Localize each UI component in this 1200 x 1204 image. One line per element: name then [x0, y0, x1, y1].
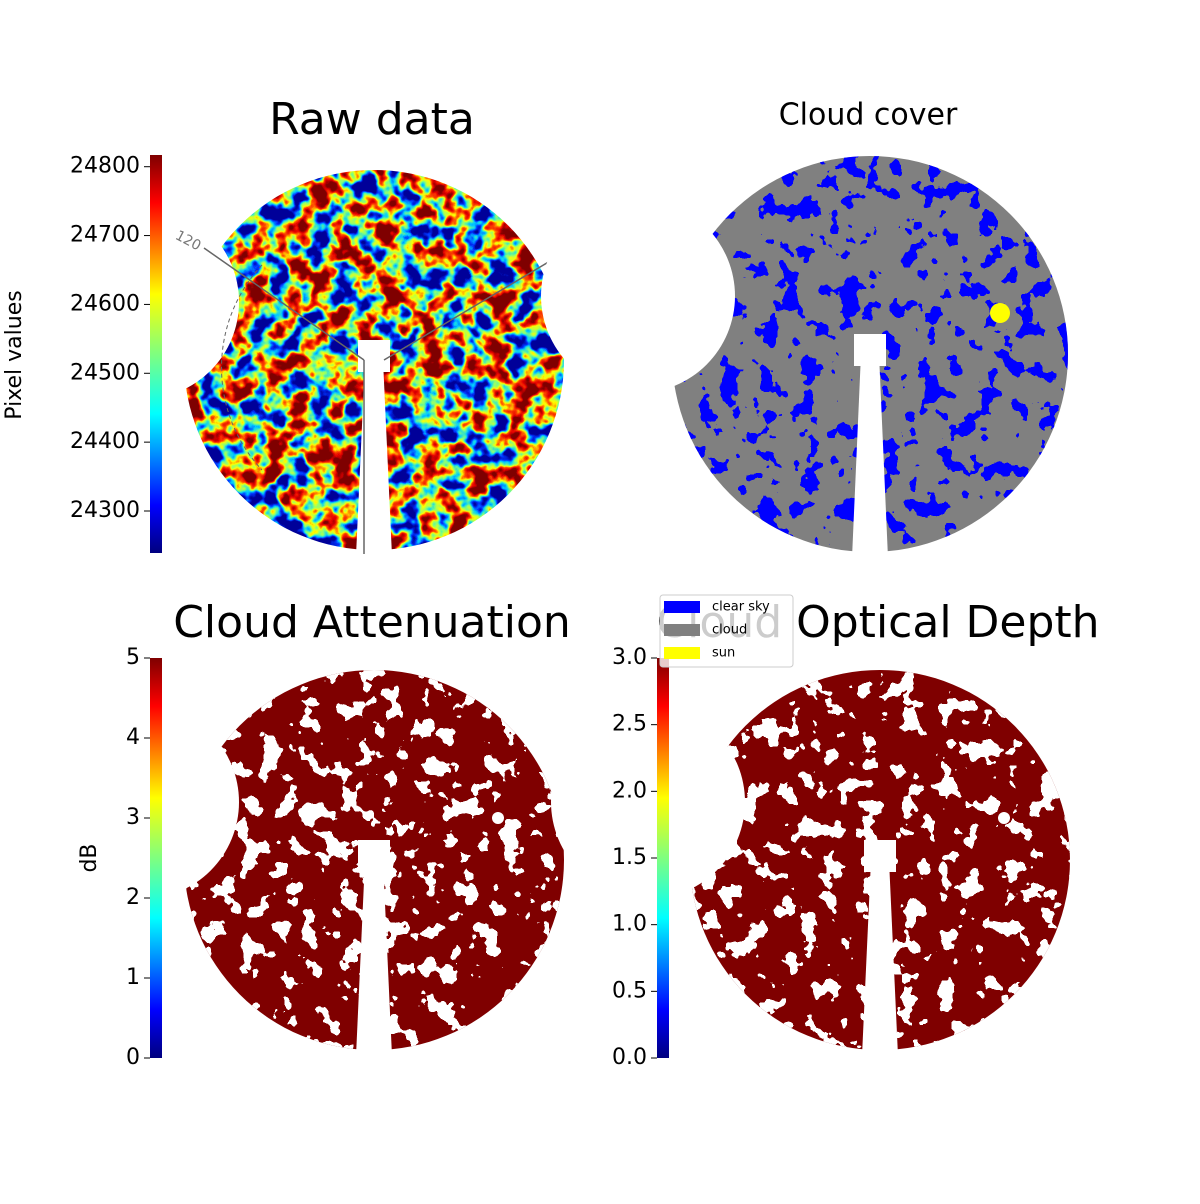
legend-label: sun — [712, 646, 735, 661]
legend-label: clear sky — [712, 600, 770, 615]
sun-mask — [492, 812, 504, 824]
mask-center — [864, 840, 896, 872]
grid-arc — [221, 264, 263, 471]
tick-label: 3 — [126, 805, 140, 830]
colorbar-label: dB — [77, 843, 102, 872]
colorbar-label: Pixel values — [2, 290, 27, 419]
axis-line — [383, 247, 573, 361]
mask-notch — [45, 705, 239, 899]
tick-label: 24600 — [70, 291, 140, 316]
tick-label: 3.0 — [612, 645, 647, 670]
panel-title: Cloud cover — [779, 98, 958, 133]
tick-label: 1.0 — [612, 912, 647, 937]
mask-center — [358, 340, 390, 372]
mask-slit — [356, 860, 392, 1056]
mask-slit — [862, 860, 898, 1056]
tick-label: 24500 — [70, 360, 140, 385]
axis-line — [203, 247, 365, 361]
tick-label: 0 — [126, 1045, 140, 1070]
mask-notch — [541, 199, 735, 393]
tick-label: 5 — [126, 645, 140, 670]
mask-notch — [45, 205, 239, 399]
legend: clear sky cloud sun — [659, 594, 794, 668]
legend-swatch — [664, 624, 700, 636]
legend-label: cloud — [712, 623, 747, 638]
mask-slit — [852, 354, 888, 558]
tick-label: 4 — [126, 725, 140, 750]
sun-mask — [998, 812, 1010, 824]
sun — [990, 303, 1010, 323]
panel: Cloud Attenuation 0 1 2 3 4 5 dB — [45, 597, 571, 1070]
tick-label: 24300 — [70, 498, 140, 523]
panel-title: Cloud Attenuation — [173, 597, 571, 648]
tick-label: 1.5 — [612, 845, 647, 870]
colorbar — [150, 155, 162, 553]
mask-notch — [551, 705, 745, 899]
colorbar — [657, 658, 669, 1058]
tick-label: 0.0 — [612, 1045, 647, 1070]
tick-label: 2 — [126, 885, 140, 910]
panel: Cloud cover — [541, 98, 1068, 558]
mask-slit — [356, 360, 392, 556]
tick-label: 1 — [126, 965, 140, 990]
mask-center — [358, 840, 390, 872]
tick-label: 2.5 — [612, 712, 647, 737]
mask-center — [854, 334, 886, 366]
legend-swatch — [664, 601, 700, 613]
tick-label: 2.0 — [612, 778, 647, 803]
tick-label: 24800 — [70, 154, 140, 179]
colorbar — [150, 658, 162, 1058]
legend-swatch — [664, 647, 700, 659]
tick-label: 24700 — [70, 223, 140, 248]
tick-label: 0.5 — [612, 978, 647, 1003]
tick-label: 24400 — [70, 429, 140, 454]
sky-image — [672, 156, 1068, 552]
panel-title: Raw data — [269, 94, 475, 145]
